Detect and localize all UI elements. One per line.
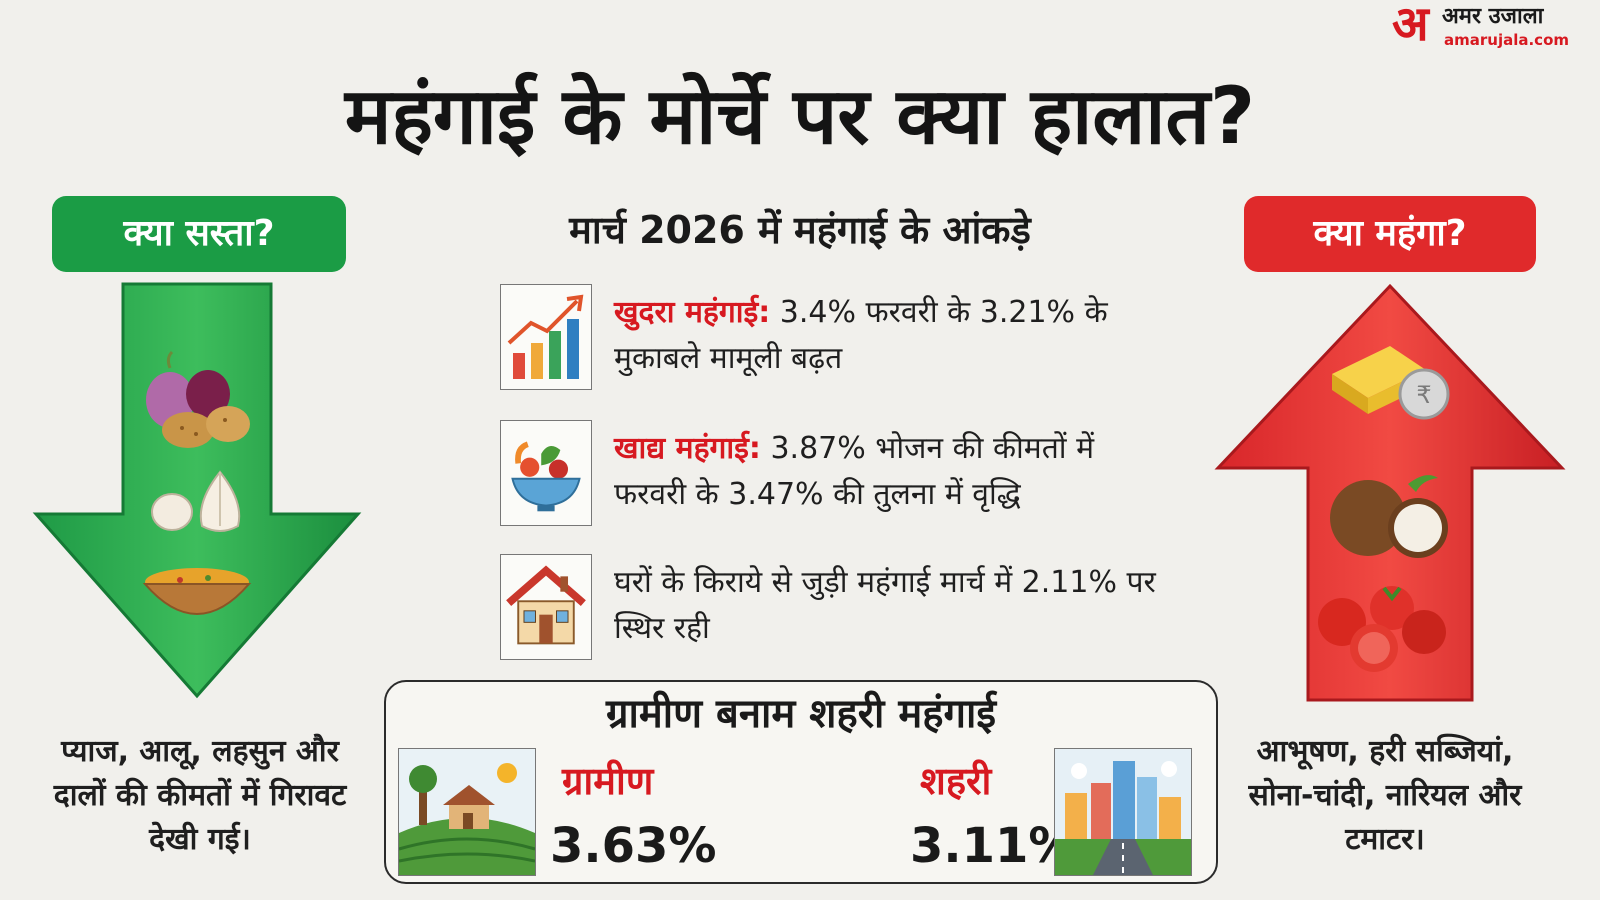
food-inflation-stat: खाद्य महंगाई: 3.87% भोजन की कीमतों में फ…: [614, 426, 1174, 518]
growth-chart-icon: [500, 284, 592, 390]
stats-subtitle: मार्च 2026 में महंगाई के आंकड़े: [569, 208, 1031, 252]
down-arrow-icon: [32, 282, 362, 699]
food-inflation-text: 3.87% भोजन की कीमतों में फरवरी के 3.47% …: [614, 431, 1095, 512]
retail-inflation-text: 3.4% फरवरी के 3.21% के मुकाबले मामूली बढ…: [614, 295, 1108, 376]
up-arrow-icon: ₹: [1214, 283, 1566, 702]
housing-inflation-stat: घरों के किराये से जुड़ी महंगाई मार्च में…: [614, 560, 1174, 652]
brand-logo: अ अमर उजाला amarujala.com: [1392, 0, 1598, 54]
urban-label: शहरी: [920, 759, 992, 803]
city-icon: [1054, 748, 1192, 876]
cheaper-heading: क्या सस्ता?: [52, 196, 346, 272]
svg-text:₹: ₹: [1416, 381, 1431, 409]
brand-name: अमर उजाला: [1442, 4, 1544, 29]
gold-silver-icon: ₹: [1332, 346, 1450, 420]
garlic-icon: [151, 470, 241, 532]
house-icon: [500, 554, 592, 660]
retail-inflation-stat: खुदरा महंगाई: 3.4% फरवरी के 3.21% के मुक…: [614, 290, 1174, 382]
food-bowl-icon: [500, 420, 592, 526]
rural-urban-title: ग्रामीण बनाम शहरी महंगाई: [605, 691, 997, 737]
brand-url: amarujala.com: [1444, 31, 1570, 49]
retail-inflation-label: खुदरा महंगाई:: [614, 295, 771, 330]
costlier-caption: आभूषण, हरी सब्जियां, सोना-चांदी, नारियल …: [1248, 734, 1522, 857]
cheaper-caption: प्याज, आलू, लहसुन और दालों की कीमतों में…: [53, 734, 347, 857]
rural-label: ग्रामीण: [562, 759, 654, 803]
coconut-icon: [1330, 475, 1448, 558]
dal-bowl-icon: [142, 568, 252, 615]
housing-inflation-text: घरों के किराये से जुड़ी महंगाई मार्च में…: [614, 565, 1156, 646]
tomato-icon: [1318, 586, 1446, 672]
brand-mark: अ: [1392, 0, 1429, 52]
village-icon: [398, 748, 536, 876]
costlier-heading: क्या महंगा?: [1244, 196, 1536, 272]
food-inflation-label: खाद्य महंगाई:: [614, 431, 761, 466]
rural-value: 3.63%: [550, 818, 717, 874]
onion-potato-icon: [146, 350, 250, 448]
page-title: महंगाई के मोर्चे पर क्या हालात?: [344, 72, 1256, 162]
urban-value: 3.11%: [910, 818, 1077, 874]
